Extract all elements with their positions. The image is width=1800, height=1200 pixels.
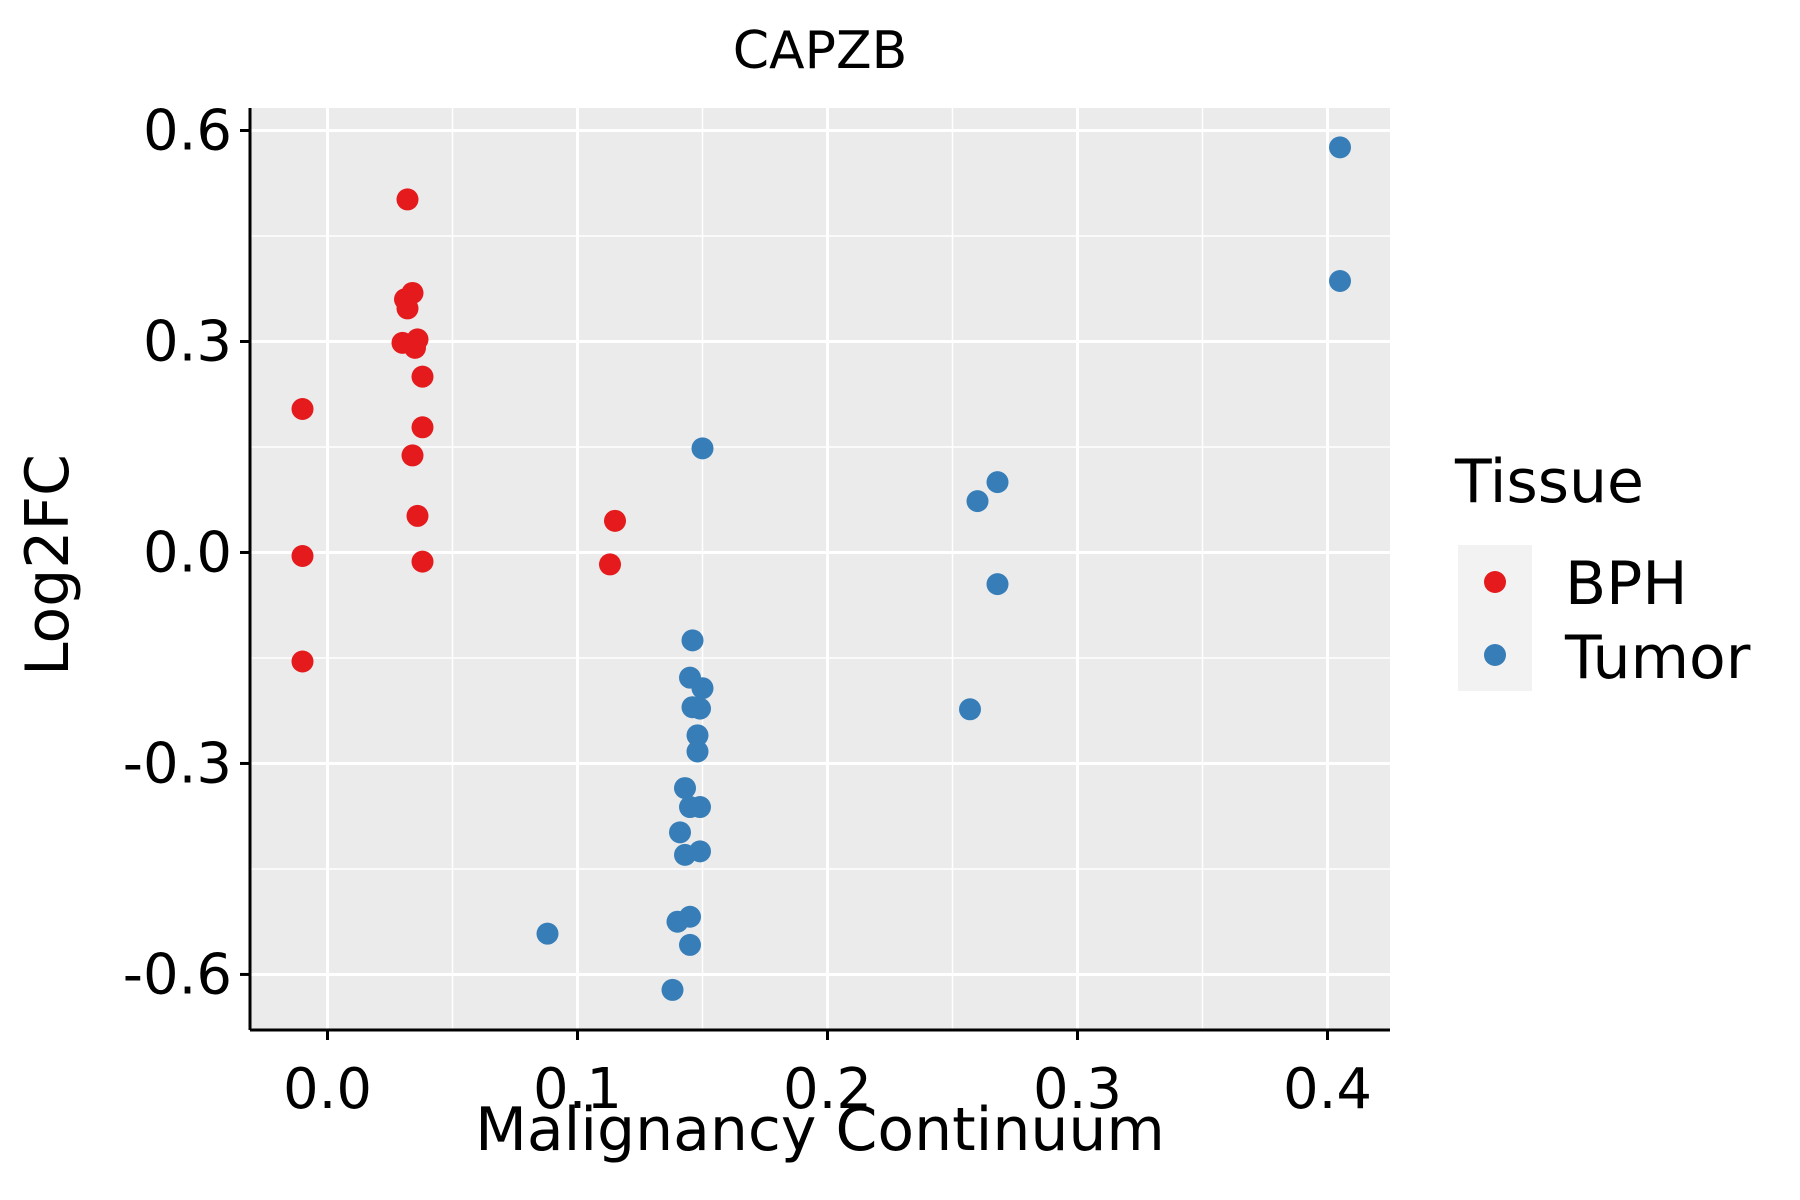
point-bph (396, 297, 419, 320)
plot-panel (250, 108, 1390, 1030)
point-bph (404, 336, 426, 359)
point-bph (411, 416, 434, 439)
point-tumor (986, 471, 1009, 494)
y-tick-label: -0.3 (123, 731, 232, 796)
y-tick-label: 0.3 (143, 309, 232, 374)
point-tumor (959, 698, 981, 721)
point-tumor (666, 910, 689, 933)
point-tumor (681, 629, 704, 652)
legend-title: Tissue (1454, 447, 1644, 517)
point-tumor (689, 796, 711, 819)
data-points (291, 136, 1351, 1001)
point-bph (291, 398, 314, 421)
point-bph (396, 188, 419, 211)
grid-minor (250, 108, 1390, 1030)
x-tick-label: 0.3 (1033, 1057, 1122, 1122)
point-tumor (1329, 270, 1351, 293)
grid-major (250, 108, 1390, 1030)
legend-key-bph (1484, 571, 1506, 593)
point-tumor (536, 922, 559, 945)
legend-label-bph: BPH (1565, 549, 1687, 619)
point-tumor (674, 777, 696, 800)
point-tumor (674, 843, 696, 866)
legend-key-tumor (1484, 644, 1506, 666)
point-bph (599, 553, 621, 576)
point-bph (411, 550, 434, 573)
x-tick-label: 0.2 (783, 1057, 872, 1122)
legend-label-tumor: Tumor (1564, 623, 1751, 693)
y-axis-label: Log2FC (13, 454, 83, 676)
point-bph (291, 650, 314, 673)
x-axis-label: Malignancy Continuum (475, 1095, 1165, 1165)
point-tumor (1329, 136, 1351, 159)
point-tumor (686, 724, 709, 747)
point-tumor (986, 573, 1009, 596)
x-axis-ticks: 0.0 0.1 0.2 0.3 0.4 (283, 1030, 1372, 1122)
point-tumor (661, 978, 684, 1001)
point-bph (406, 504, 429, 527)
legend: Tissue BPH Tumor (1454, 447, 1751, 693)
point-tumor (679, 933, 701, 956)
y-axis-ticks: 0.6 0.3 0.0 -0.3 -0.6 (123, 99, 250, 1007)
chart-title: CAPZB (733, 21, 908, 81)
y-tick-label: 0.0 (143, 520, 232, 585)
point-tumor (966, 490, 989, 513)
point-tumor (669, 821, 691, 844)
x-tick-label: 0.1 (533, 1057, 622, 1122)
x-tick-label: 0.4 (1283, 1057, 1372, 1122)
x-tick-label: 0.0 (283, 1057, 372, 1122)
point-bph (401, 444, 424, 467)
point-bph (291, 544, 314, 567)
y-tick-label: -0.6 (123, 942, 232, 1007)
y-tick-label: 0.6 (143, 99, 232, 164)
point-bph (411, 365, 434, 388)
point-tumor (691, 437, 714, 460)
point-tumor (691, 677, 714, 700)
legend-key-background (1458, 545, 1532, 691)
point-bph (604, 509, 626, 532)
point-tumor (686, 740, 709, 763)
point-tumor (689, 697, 711, 720)
